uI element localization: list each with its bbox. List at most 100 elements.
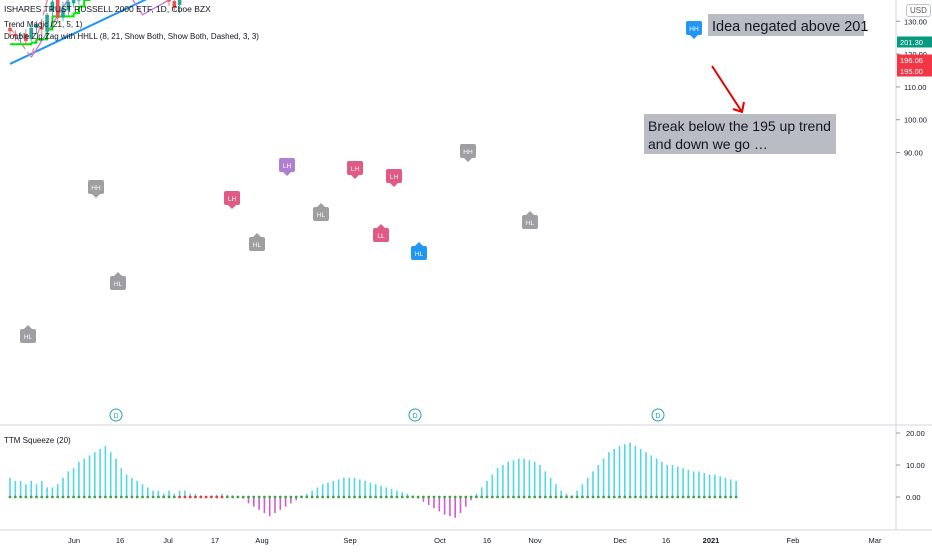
candle-body (77, 0, 81, 1)
hhll-label-arrow (92, 194, 100, 198)
squeeze-dot (66, 495, 70, 499)
hhll-label-text: HH (463, 149, 473, 156)
squeeze-dot (549, 495, 552, 499)
dividend-marker-label: D (412, 413, 417, 420)
x-tick-label: Sep (343, 536, 356, 545)
hhll-label-arrow (253, 233, 261, 237)
hhll-label-box (386, 169, 402, 183)
squeeze-dot (623, 495, 627, 499)
squeeze-dot (40, 495, 44, 499)
squeeze-dot (448, 495, 452, 499)
squeeze-dot (316, 495, 319, 499)
squeeze-dot (676, 495, 680, 499)
squeeze-dot (490, 495, 494, 499)
zigzag-legend[interactable]: Double Zig Zag with HHLL (8, 21, Show Bo… (4, 32, 259, 41)
hhll-label-arrow (228, 205, 236, 209)
squeeze-dot (565, 495, 568, 499)
hhll-label-box (20, 329, 36, 343)
squeeze-dot (437, 495, 441, 499)
annotation-arrow-head (732, 101, 745, 114)
squeeze-dot (358, 495, 362, 499)
squeeze-dot (612, 495, 616, 499)
candle-body (29, 27, 33, 40)
osc-tick-label: 10.00 (906, 461, 925, 470)
trend-magic-legend[interactable]: Trend Magic (21, 5, 1) (4, 20, 83, 29)
currency-button[interactable]: USD (906, 4, 931, 17)
candle-body (71, 0, 76, 4)
hhll-label-text: HL (24, 334, 33, 341)
squeeze-dot (273, 495, 277, 499)
squeeze-dot (45, 495, 49, 499)
squeeze-dot (263, 495, 266, 499)
time-axis: Jun 16 Jul 17 Aug Sep Oct 16 Nov Dec 16 2021 Feb Mar (68, 536, 882, 545)
squeeze-dot (194, 495, 197, 499)
hhll-label: HL (522, 211, 538, 229)
squeeze-dot (305, 495, 309, 499)
dividend-marker-label: D (113, 413, 118, 420)
squeeze-dot (517, 495, 521, 499)
main-pane (0, 0, 896, 425)
squeeze-dot (72, 495, 75, 499)
squeeze-dot (384, 495, 388, 499)
hhll-label-text: HL (415, 251, 424, 258)
price-label-box (897, 54, 932, 66)
squeeze-dot (596, 495, 600, 499)
hhll-labels: HL HH HL LH HL LH HL LH LL LH HL HH HL HH (20, 21, 702, 343)
squeeze-dot (671, 495, 674, 499)
squeeze-legend[interactable]: TTM Squeeze (20) (4, 436, 71, 445)
price-label-box (897, 36, 932, 48)
squeeze-dot (480, 495, 484, 499)
squeeze-dot (533, 495, 537, 499)
squeeze-dot (56, 495, 60, 499)
squeeze-dot (681, 495, 685, 499)
candlestick-series (8, 0, 182, 45)
squeeze-dot (268, 495, 272, 499)
squeeze-dot (294, 495, 298, 499)
squeeze-dot (655, 495, 658, 499)
squeeze-dot (538, 495, 542, 499)
hhll-label-box (249, 237, 265, 251)
squeeze-dot (464, 495, 468, 499)
hhll-label: HL (313, 203, 329, 221)
squeeze-dot (644, 495, 648, 499)
squeeze-dot (443, 495, 446, 499)
hhll-label-arrow (24, 325, 32, 329)
squeeze-dot (485, 495, 489, 499)
candle-body (66, 1, 71, 11)
x-tick-label: Feb (787, 536, 800, 545)
hhll-label-arrow (464, 158, 472, 162)
squeeze-dot (19, 495, 22, 499)
squeeze-dot (114, 495, 118, 499)
x-tick-label: 17 (211, 536, 219, 545)
ttm-squeeze-panel (8, 442, 738, 518)
squeeze-dot (321, 495, 325, 499)
dividend-marker (408, 408, 422, 422)
squeeze-dot (395, 495, 399, 499)
squeeze-dot (347, 495, 351, 499)
hhll-label-box (522, 215, 538, 229)
squeeze-dot (724, 495, 727, 499)
squeeze-dot (522, 495, 526, 499)
squeeze-dot (618, 495, 621, 499)
squeeze-dot (570, 495, 574, 499)
squeeze-dot (51, 495, 54, 499)
hhll-label-arrow (390, 183, 398, 187)
hhll-label-arrow (317, 203, 325, 207)
x-tick-label: Mar (869, 536, 882, 545)
hhll-label-text: LH (228, 196, 237, 203)
hhll-label-text: HL (114, 281, 123, 288)
candle-body (167, 0, 171, 2)
dividend-marker (651, 408, 665, 422)
squeeze-dot (575, 495, 579, 499)
squeeze-dot (687, 495, 690, 499)
squeeze-dot (300, 495, 303, 499)
squeeze-dot (172, 495, 176, 499)
annotation-arrow-line (711, 65, 743, 113)
squeeze-dot (13, 495, 17, 499)
up-trend-1 (9, 0, 147, 65)
hhll-label: HL (411, 242, 427, 260)
squeeze-dot (331, 495, 335, 499)
squeeze-dot (109, 495, 113, 499)
hhll-label-arrow (377, 224, 385, 228)
